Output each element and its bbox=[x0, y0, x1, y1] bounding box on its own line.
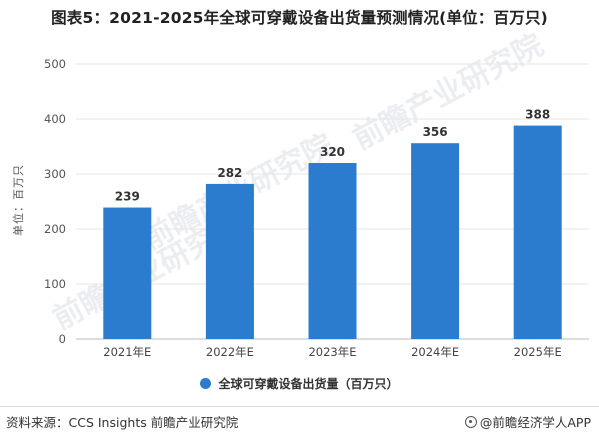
bars bbox=[103, 125, 562, 339]
bar bbox=[308, 163, 357, 339]
bar bbox=[411, 143, 460, 339]
data-label: 320 bbox=[320, 145, 345, 159]
chart-title: 图表5：2021-2025年全球可穿戴设备出货量预测情况(单位：百万只) bbox=[51, 9, 548, 27]
footer-divider bbox=[0, 406, 599, 407]
x-tick-label: 2025年E bbox=[514, 345, 562, 359]
y-axis-ticks: 0 100 200 300 400 500 bbox=[44, 57, 66, 346]
data-label: 388 bbox=[525, 108, 550, 122]
legend-marker bbox=[200, 378, 212, 389]
data-label: 239 bbox=[115, 190, 140, 204]
source-note: 资料来源：CCS Insights 前瞻产业研究院 bbox=[6, 415, 239, 430]
data-labels: 239 282 320 356 388 bbox=[115, 108, 550, 204]
y-tick-label: 0 bbox=[59, 332, 66, 346]
x-axis-ticks: 2021年E 2022年E 2023年E 2024年E 2025年E bbox=[103, 345, 561, 359]
x-tick-label: 2021年E bbox=[103, 345, 151, 359]
x-tick-label: 2022年E bbox=[206, 345, 254, 359]
legend-label: 全球可穿戴设备出货量（百万只） bbox=[218, 377, 399, 391]
bar bbox=[103, 207, 152, 339]
x-tick-label: 2024年E bbox=[411, 345, 459, 359]
data-label: 356 bbox=[423, 125, 448, 139]
data-label: 282 bbox=[217, 166, 242, 180]
bar bbox=[205, 183, 254, 339]
y-tick-label: 100 bbox=[44, 277, 66, 291]
brand-credit: @前瞻经济学人APP bbox=[464, 412, 591, 431]
legend: 全球可穿戴设备出货量（百万只） bbox=[0, 375, 599, 392]
y-tick-label: 500 bbox=[44, 57, 66, 71]
x-tick-label: 2023年E bbox=[308, 345, 356, 359]
y-tick-label: 300 bbox=[44, 167, 66, 181]
brand-label: @前瞻经济学人APP bbox=[479, 415, 591, 430]
y-axis-label: 单位：百万只 bbox=[12, 164, 25, 236]
y-tick-label: 400 bbox=[44, 112, 66, 126]
bar bbox=[513, 125, 562, 339]
y-tick-label: 200 bbox=[44, 222, 66, 236]
brand-logo-icon bbox=[464, 415, 477, 428]
